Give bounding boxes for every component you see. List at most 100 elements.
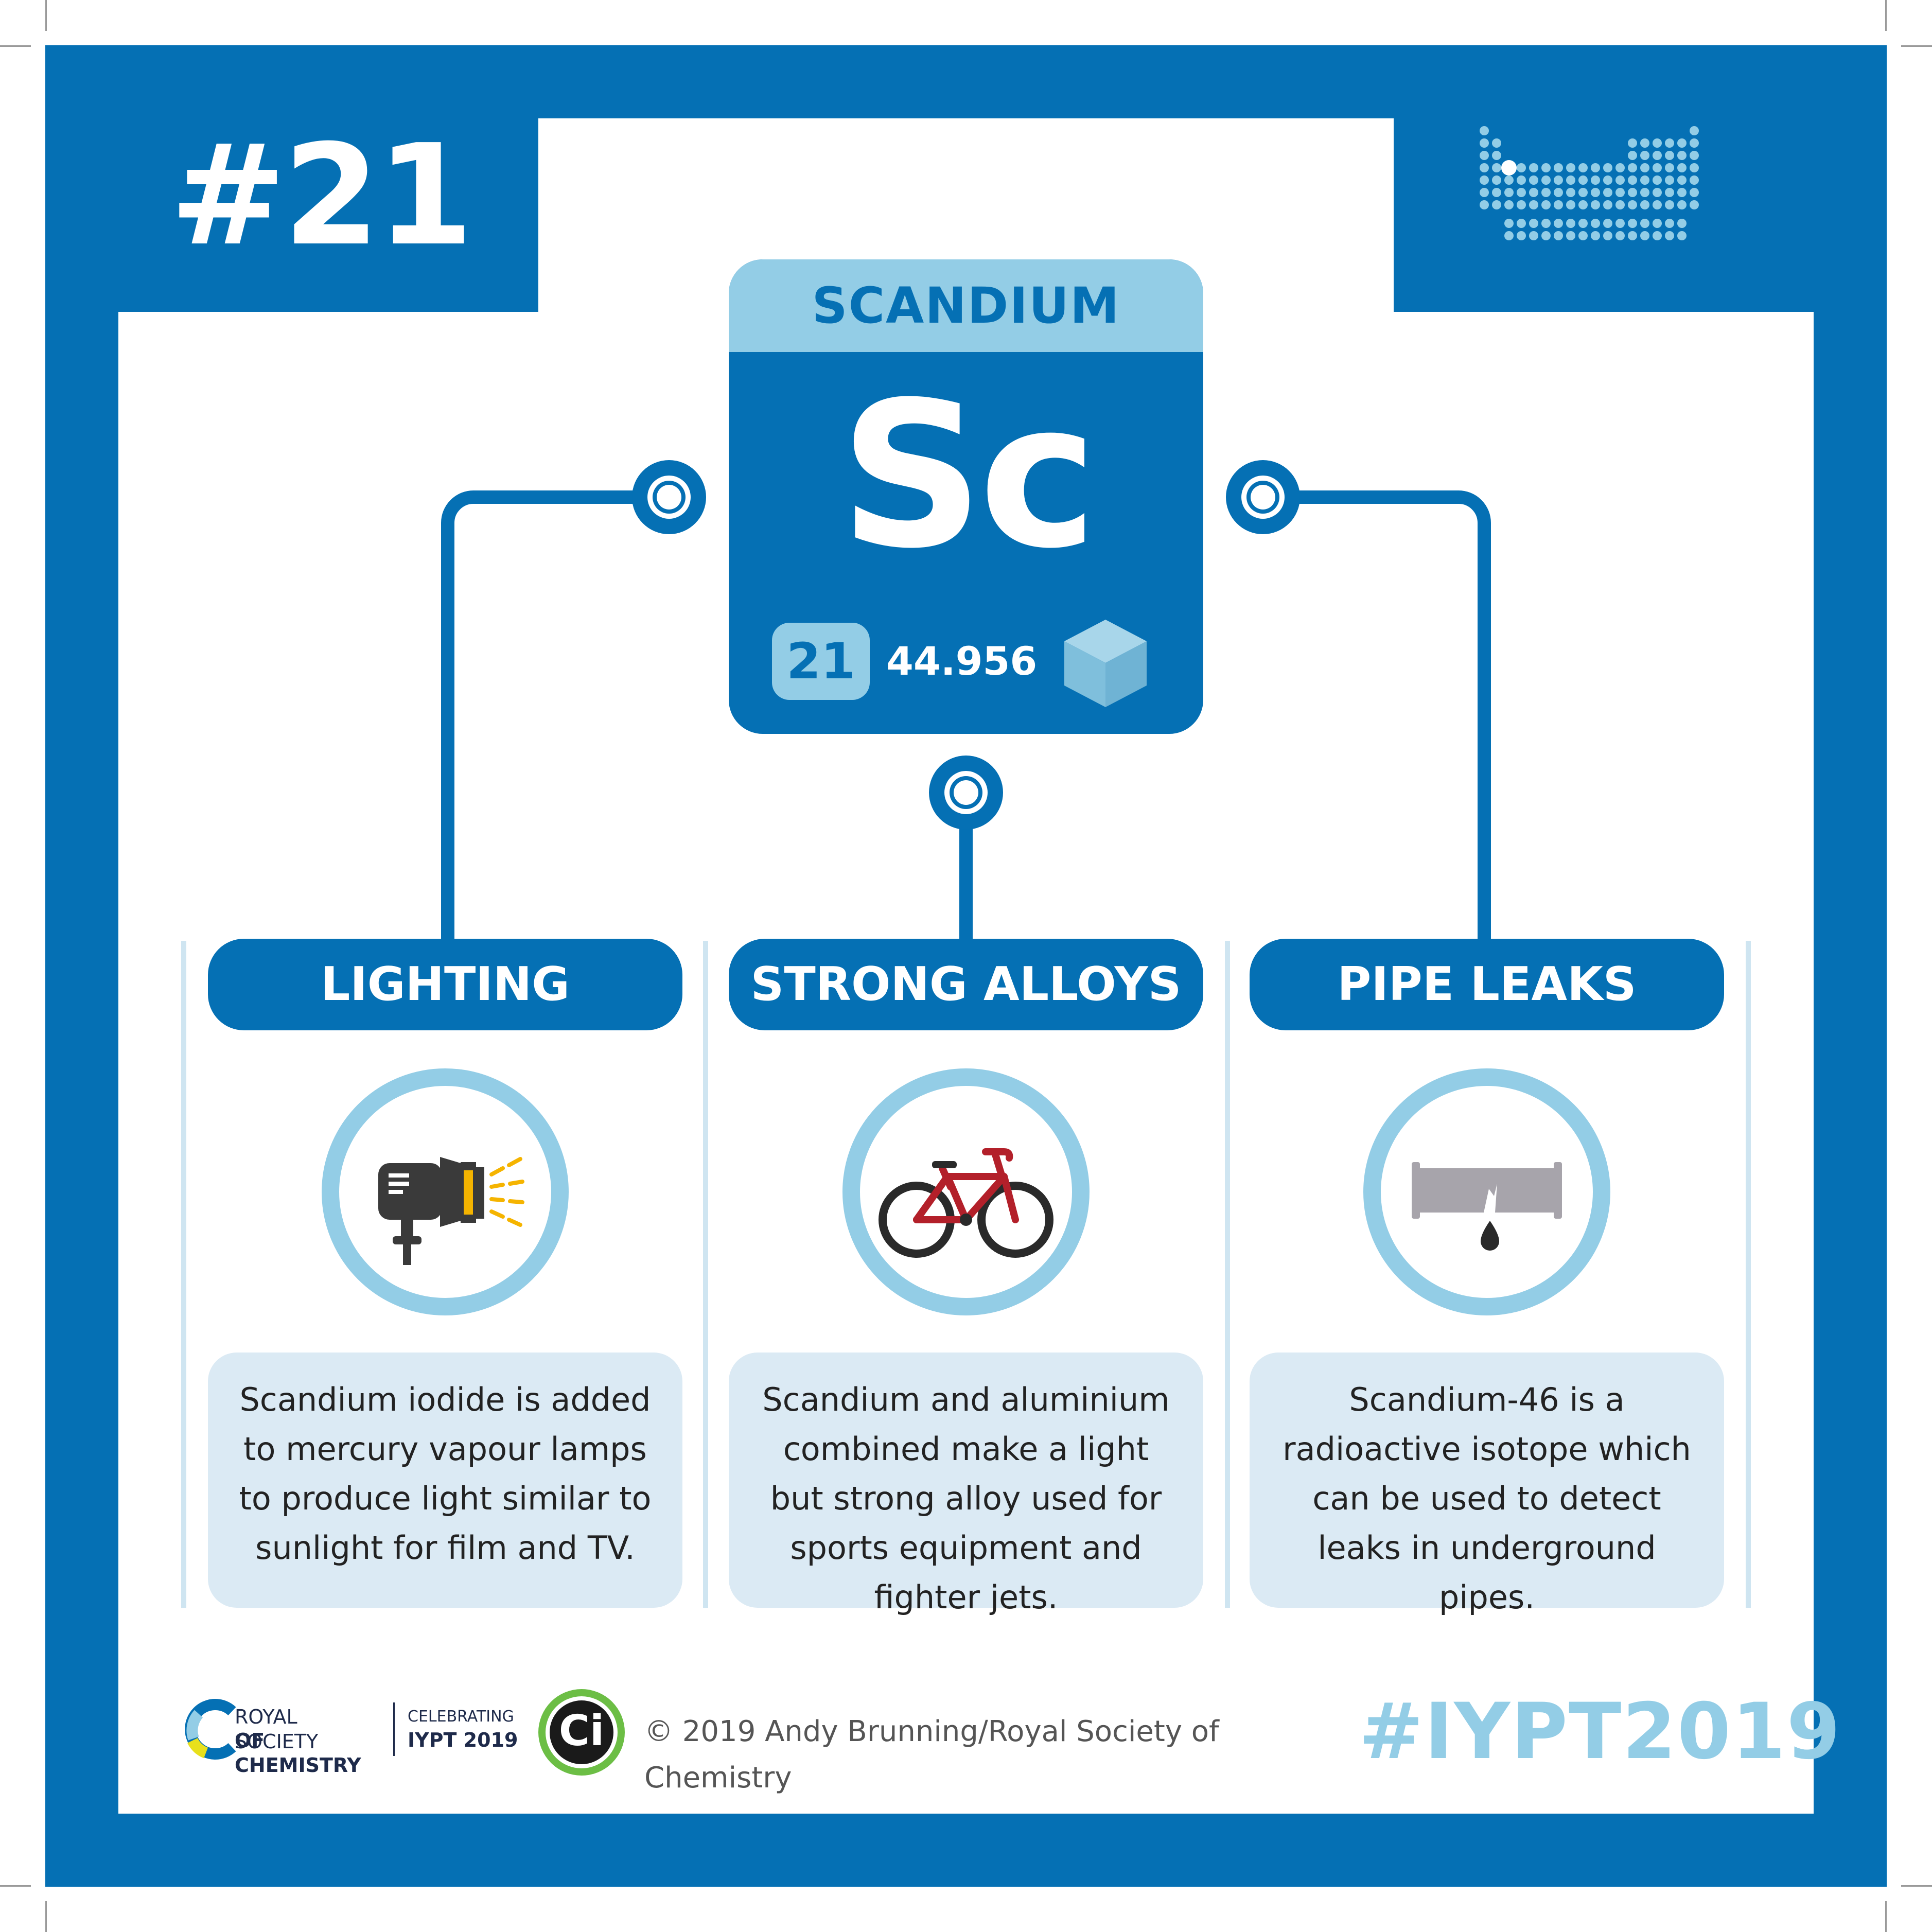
crop-mark <box>45 1901 47 1932</box>
periodic-table-dot <box>1677 231 1687 240</box>
periodic-table-dot <box>1591 200 1600 209</box>
periodic-table-dot <box>1504 175 1514 185</box>
periodic-table-dot <box>1640 219 1649 228</box>
periodic-table-dot <box>1615 188 1625 197</box>
periodic-table-dot <box>1517 200 1526 209</box>
periodic-table-dot <box>1566 188 1575 197</box>
periodic-table-dot <box>1677 138 1687 148</box>
periodic-table-dot <box>1640 175 1649 185</box>
celebrating-line2: IYPT 2019 <box>408 1729 518 1751</box>
periodic-table-dot <box>1603 200 1612 209</box>
column-divider <box>1225 941 1230 1608</box>
periodic-table-dot <box>1517 219 1526 228</box>
periodic-table-dot <box>1480 151 1489 160</box>
periodic-table-dot <box>1677 151 1687 160</box>
periodic-table-dot <box>1628 175 1637 185</box>
periodic-table-dot <box>1677 163 1687 172</box>
periodic-table-dot <box>1591 163 1600 172</box>
periodic-table-dot <box>1591 175 1600 185</box>
periodic-table-dot <box>1480 138 1489 148</box>
periodic-table-dot <box>1504 188 1514 197</box>
crop-mark <box>1901 1885 1932 1887</box>
periodic-table-dot <box>1665 151 1674 160</box>
periodic-table-dot <box>1541 188 1551 197</box>
periodic-table-dot <box>1554 219 1563 228</box>
rsc-name-line1: ROYAL SOCIETY <box>235 1706 319 1753</box>
periodic-table-dot <box>1628 200 1637 209</box>
periodic-table-dot <box>1529 231 1538 240</box>
periodic-table-dot <box>1615 200 1625 209</box>
periodic-table-dot <box>1492 163 1501 172</box>
periodic-table-dot <box>1603 231 1612 240</box>
periodic-table-dot <box>1578 219 1588 228</box>
periodic-table-dot <box>1578 231 1588 240</box>
periodic-table-dot <box>1566 200 1575 209</box>
logo-divider <box>393 1702 395 1756</box>
periodic-table-dot <box>1591 219 1600 228</box>
periodic-table-dot <box>1690 151 1699 160</box>
solid-state-cube-icon <box>1064 620 1147 707</box>
periodic-table-dot <box>1665 231 1674 240</box>
periodic-table-dot <box>1677 200 1687 209</box>
use-title-lighting: LIGHTING <box>208 939 682 1030</box>
periodic-table-dot <box>1529 200 1538 209</box>
periodic-table-dot <box>1480 200 1489 209</box>
connector-node-left <box>632 460 706 534</box>
periodic-table-dot <box>1640 163 1649 172</box>
periodic-table-dot <box>1640 138 1649 148</box>
periodic-table-dot <box>1677 188 1687 197</box>
crop-mark <box>1885 1901 1887 1932</box>
periodic-table-dot <box>1517 163 1526 172</box>
periodic-table-dot <box>1690 126 1699 135</box>
periodic-table-dot <box>1529 175 1538 185</box>
periodic-table-dot <box>1653 138 1662 148</box>
periodic-table-dot <box>1541 175 1551 185</box>
use-icon-ring-lighting <box>322 1068 569 1315</box>
periodic-table-dot <box>1517 231 1526 240</box>
highlighted-element-dot <box>1501 160 1517 175</box>
periodic-table-dot <box>1541 163 1551 172</box>
use-title-strong-alloys: STRONG ALLOYS <box>729 939 1203 1030</box>
periodic-table-icon <box>1480 126 1699 240</box>
periodic-table-dot <box>1665 175 1674 185</box>
periodic-table-dot <box>1492 188 1501 197</box>
periodic-table-dot <box>1640 231 1649 240</box>
crop-mark <box>1901 45 1932 47</box>
use-title-pipe-leaks: PIPE LEAKS <box>1250 939 1724 1030</box>
use-icon-ring-strong-alloys <box>842 1068 1090 1315</box>
periodic-table-dot <box>1541 200 1551 209</box>
periodic-table-dot <box>1665 219 1674 228</box>
use-description-strong-alloys: Scandium and aluminium combined make a l… <box>729 1353 1203 1616</box>
periodic-table-dot <box>1665 200 1674 209</box>
periodic-table-dot <box>1665 188 1674 197</box>
periodic-table-dot <box>1480 175 1489 185</box>
periodic-table-dot <box>1653 219 1662 228</box>
periodic-table-dot <box>1554 163 1563 172</box>
periodic-table-dot <box>1653 200 1662 209</box>
ci-logo-text: Ci <box>558 1707 605 1755</box>
bicycle-icon <box>879 1148 1053 1258</box>
periodic-table-dot <box>1628 163 1637 172</box>
iypt-hashtag: #IYPT2019 <box>1359 1687 1841 1777</box>
periodic-table-dot <box>1578 200 1588 209</box>
periodic-table-dot <box>1492 200 1501 209</box>
periodic-table-dot <box>1615 231 1625 240</box>
atomic-mass: 44.956 <box>886 638 1038 684</box>
periodic-table-dot <box>1690 175 1699 185</box>
periodic-table-dot <box>1628 151 1637 160</box>
periodic-table-dot <box>1504 231 1514 240</box>
periodic-table-dot <box>1628 219 1637 228</box>
copyright-text: © 2019 Andy Brunning/Royal Society of Ch… <box>644 1715 1219 1795</box>
column-divider <box>181 941 186 1608</box>
periodic-table-dot <box>1615 219 1625 228</box>
crop-mark <box>0 1885 31 1887</box>
periodic-table-dot <box>1541 231 1551 240</box>
periodic-table-dot <box>1628 188 1637 197</box>
element-card-number: #21 <box>170 114 473 276</box>
periodic-table-dot <box>1566 175 1575 185</box>
periodic-table-dot <box>1653 188 1662 197</box>
use-icon-ring-pipe-leaks <box>1363 1068 1610 1315</box>
periodic-table-dot <box>1529 163 1538 172</box>
element-symbol: Sc <box>839 359 1098 592</box>
